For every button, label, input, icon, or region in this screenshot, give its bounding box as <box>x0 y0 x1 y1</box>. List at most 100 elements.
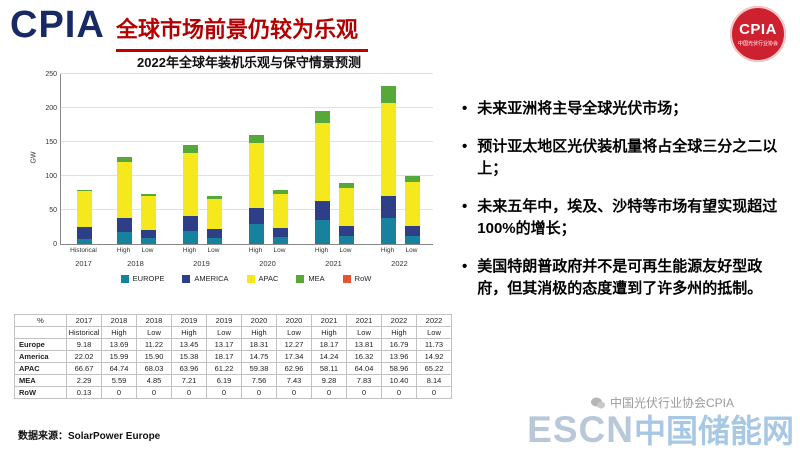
legend-label: EUROPE <box>132 274 165 283</box>
x-scenario-label: High <box>116 247 131 254</box>
bar-segment-america <box>405 225 420 237</box>
stacked-bar <box>405 176 420 244</box>
grid-line <box>61 209 433 210</box>
table-scenario-cell: Low <box>416 326 452 339</box>
y-tick-label: 150 <box>45 139 57 146</box>
bullet-dot-icon: • <box>462 197 468 215</box>
bar-segment-europe <box>249 224 264 244</box>
bullet-item: • 美国特朗普政府并不是可再生能源友好型政府，但其消极的态度遭到了许多州的抵制。 <box>462 256 792 301</box>
x-scenario-label: Low <box>207 247 220 254</box>
bar-segment-mea <box>117 156 132 162</box>
stacked-bar <box>381 86 396 244</box>
bar-segment-europe <box>339 235 354 244</box>
escn-logo: ESCN中国储能网 <box>527 411 794 448</box>
table-cell: 0 <box>171 386 207 399</box>
x-scenario-label: High <box>182 247 197 254</box>
legend-swatch <box>342 274 351 283</box>
legend-item: EUROPE <box>120 274 165 283</box>
table-scenario-cell: Historical <box>66 326 102 339</box>
badge-text: CPIA <box>739 21 777 38</box>
table-row-label: APAC <box>14 362 67 375</box>
table-cell: 13.69 <box>101 338 137 351</box>
table-cell: 9.28 <box>311 374 347 387</box>
stacked-bar <box>339 182 354 244</box>
escn-logo-en: ESCN <box>527 409 634 450</box>
legend-swatch <box>120 274 129 283</box>
bar-segment-america <box>339 225 354 236</box>
table-cell: 15.99 <box>101 350 137 363</box>
x-year-label: 2021 <box>325 259 342 268</box>
bar-segment-america <box>183 215 198 231</box>
bar-segment-apac <box>381 102 396 196</box>
bar-segment-apac <box>77 190 92 228</box>
table-scenario-cell: High <box>171 326 207 339</box>
chart-panel: 2022年全球年装机乐观与保守情景预测 GW 0 50 100 150 200 250 H… <box>14 50 454 308</box>
wechat-account-line: 中国光伏行业协会CPIA <box>527 394 734 411</box>
stacked-bar <box>207 196 222 244</box>
table-cell: 5.59 <box>101 374 137 387</box>
stacked-bar <box>315 110 330 244</box>
x-year-label: 2017 <box>75 259 92 268</box>
x-axis-labels: Historical High Low High Low High Low High Low Hi… <box>14 74 454 274</box>
badge-subtext: 中国光伏行业协会 <box>737 41 778 47</box>
table-cell: 8.14 <box>416 374 452 387</box>
table-scenario-cell: High <box>311 326 347 339</box>
x-scenario-label: Historical <box>70 247 97 254</box>
x-year-label: 2019 <box>193 259 210 268</box>
x-scenario-label: High <box>380 247 395 254</box>
grid-line <box>61 107 433 108</box>
table-cell: 22.02 <box>66 350 102 363</box>
legend-label: AMERICA <box>194 274 229 283</box>
x-scenario-label: High <box>248 247 263 254</box>
grid-line <box>61 141 433 142</box>
stacked-bar <box>77 189 92 244</box>
table-cell: 0 <box>276 386 312 399</box>
table-cell: 4.85 <box>136 374 172 387</box>
bar-segment-america <box>315 200 330 220</box>
grid-line <box>61 73 433 74</box>
table-cell: 0 <box>206 386 242 399</box>
wechat-icon <box>590 397 605 408</box>
legend-item: APAC <box>246 274 278 283</box>
table-row: MEA 2.29 5.59 4.85 7.21 6.19 7.56 7.43 9.28 7.83 1… <box>14 374 452 387</box>
grid-line <box>61 175 433 176</box>
table-year-cell: 2020 <box>241 314 277 327</box>
table-year-cell: 2018 <box>136 314 172 327</box>
bar-segment-europe <box>273 237 288 244</box>
bar-segment-america <box>273 227 288 238</box>
bar-segment-america <box>141 230 156 239</box>
table-cell: 18.17 <box>206 350 242 363</box>
bar-segment-apac <box>315 123 330 201</box>
bar-segment-america <box>381 195 396 218</box>
legend-label: RoW <box>354 274 372 283</box>
table-cell: 16.32 <box>346 350 382 363</box>
bar-segment-mea <box>315 110 330 124</box>
table-cell: 10.40 <box>381 374 417 387</box>
table-scenario-cell: High <box>241 326 277 339</box>
table-scenario-cell: Low <box>276 326 312 339</box>
table-cell: 13.45 <box>171 338 207 351</box>
stacked-bar <box>141 193 156 244</box>
bar-segment-apac <box>207 199 222 229</box>
bullet-dot-icon: • <box>462 257 468 275</box>
table-cell: 14.92 <box>416 350 452 363</box>
table-cell: 11.22 <box>136 338 172 351</box>
table-row: APAC 66.67 64.74 68.03 63.96 61.22 59.38 62.96 5… <box>14 362 452 375</box>
y-tick-label: 200 <box>45 105 57 112</box>
table-row: America 22.02 15.99 15.90 15.38 18.17 14.75 17.… <box>14 350 452 363</box>
legend-item: AMERICA <box>182 274 229 283</box>
bullet-dot-icon: • <box>462 100 468 117</box>
bullet-dot-icon: • <box>462 137 468 155</box>
y-tick-label: 100 <box>45 173 57 180</box>
table-year-cell: 2021 <box>346 314 382 327</box>
bullet-item: • 未来五年中，埃及、沙特等市场有望实现超过100%的增长； <box>462 196 792 241</box>
table-cell: 64.74 <box>101 362 137 375</box>
bar-segment-apac <box>339 187 354 226</box>
table-cell: 0 <box>346 386 382 399</box>
table-corner-cell: % <box>14 314 67 327</box>
table-scenario-cell: Low <box>206 326 242 339</box>
table-cell: 7.21 <box>171 374 207 387</box>
legend-item: RoW <box>342 274 372 283</box>
bar-segment-america <box>117 218 132 233</box>
